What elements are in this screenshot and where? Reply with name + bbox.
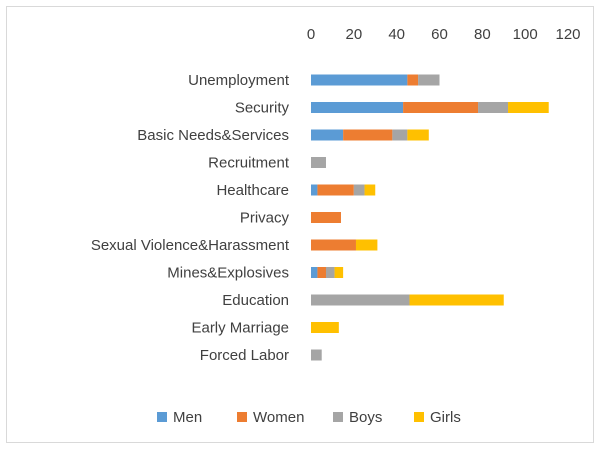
category-label: Recruitment xyxy=(208,155,290,172)
category-label: Privacy xyxy=(240,210,290,227)
bar-women xyxy=(403,102,479,113)
category-label: Mines&Explosives xyxy=(167,265,289,282)
category-label: Sexual Violence&Harassment xyxy=(91,237,290,254)
bar-men xyxy=(311,267,318,278)
bar-girls xyxy=(355,239,378,251)
bar-women xyxy=(407,74,419,86)
category-label: Early Marriage xyxy=(191,320,289,337)
bar-girls xyxy=(364,184,376,196)
bar-girls xyxy=(334,267,344,278)
legend-swatch-girls xyxy=(414,412,424,422)
category-label: Basic Needs&Services xyxy=(137,127,289,144)
category-label: Security xyxy=(235,100,290,117)
bar-women xyxy=(311,239,356,251)
bar-women xyxy=(311,212,341,223)
legend-swatch-men xyxy=(157,412,167,422)
x-tick-label: 40 xyxy=(388,26,405,43)
legend-swatch-boys xyxy=(333,412,343,422)
x-tick-label: 100 xyxy=(513,26,538,43)
bar-women xyxy=(317,267,326,278)
stacked-bar-chart: 0 20 40 60 80 100 120 Unemployment Security Basi… xyxy=(91,26,581,426)
bar-boys xyxy=(311,157,326,168)
chart-frame: 0 20 40 60 80 100 120 Unemployment Security Basi… xyxy=(6,6,594,443)
bar-girls xyxy=(407,129,429,141)
bar-boys xyxy=(418,74,440,86)
bar-women xyxy=(317,184,354,196)
x-tick-label: 0 xyxy=(307,26,315,43)
legend-swatch-women xyxy=(237,412,247,422)
category-label: Healthcare xyxy=(216,182,289,199)
x-axis-ticks: 0 20 40 60 80 100 120 xyxy=(307,26,581,43)
bar-girls xyxy=(409,294,504,306)
bar-boys xyxy=(311,349,322,361)
bar-men xyxy=(311,184,318,196)
bar-men xyxy=(311,74,408,86)
category-label: Unemployment xyxy=(188,72,290,89)
bar-boys xyxy=(478,102,509,113)
x-tick-label: 120 xyxy=(555,26,580,43)
category-label: Education xyxy=(222,292,289,309)
bar-women xyxy=(343,129,393,141)
bar-boys xyxy=(325,267,335,278)
legend-label-men: Men xyxy=(173,409,202,426)
bar-girls xyxy=(508,102,549,113)
bar-girls xyxy=(311,322,339,333)
bar-men xyxy=(311,129,344,141)
legend: Men Women Boys Girls xyxy=(157,409,461,426)
category-labels: Unemployment Security Basic Needs&Services… xyxy=(91,72,290,364)
bar-boys xyxy=(392,129,408,141)
x-tick-label: 60 xyxy=(431,26,448,43)
legend-label-women: Women xyxy=(253,409,304,426)
bar-boys xyxy=(353,184,365,196)
x-tick-label: 20 xyxy=(345,26,362,43)
x-tick-label: 80 xyxy=(474,26,491,43)
category-label: Forced Labor xyxy=(200,347,289,364)
legend-label-girls: Girls xyxy=(430,409,461,426)
bars xyxy=(311,74,549,361)
legend-label-boys: Boys xyxy=(349,409,382,426)
bar-men xyxy=(311,102,404,113)
bar-boys xyxy=(311,294,410,306)
